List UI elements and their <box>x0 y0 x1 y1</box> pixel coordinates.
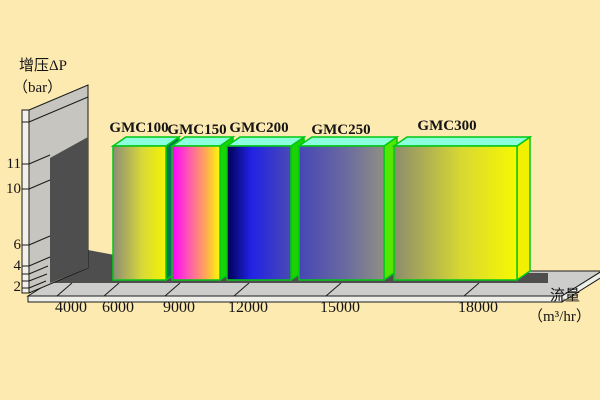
x-tick-9000: 9000 <box>163 299 195 316</box>
x-axis-title-unit: （m³/hr） <box>528 309 591 325</box>
bar-gmc100-front <box>112 145 167 281</box>
bar-gmc150 <box>169 135 236 282</box>
y-tick-11: 11 <box>6 156 21 172</box>
wall-shadow <box>50 137 88 283</box>
y-axis-title-unit: （bar） <box>13 80 63 96</box>
y-tick-2: 2 <box>13 279 22 295</box>
bar-label-gmc300: GMC300 <box>417 118 477 134</box>
bar-gmc150-front <box>171 145 221 281</box>
y-tick-10: 10 <box>6 181 21 197</box>
bar-label-gmc100: GMC100 <box>109 120 169 136</box>
floor-shadow <box>46 137 548 283</box>
y-axis-tick-lines <box>22 96 89 289</box>
y-axis-title: 增压ΔP <box>19 58 67 74</box>
bar-gmc250 <box>296 135 400 282</box>
y-tick-4: 4 <box>13 258 22 274</box>
x-axis-title: 流量 <box>550 288 581 304</box>
bar-gmc200-front <box>226 145 292 281</box>
bar-gmc250-front <box>298 145 385 281</box>
bar-gmc300-front <box>393 145 518 281</box>
bar-gmc300 <box>391 135 533 282</box>
x-tick-6000: 6000 <box>102 299 134 316</box>
bar-label-gmc200: GMC200 <box>229 120 289 136</box>
x-tick-4000: 4000 <box>55 299 87 316</box>
floor-end-face <box>561 271 600 303</box>
bar-gmc300-top <box>391 136 533 147</box>
bar-gmc200 <box>224 135 307 282</box>
y-tick-6: 6 <box>13 237 22 253</box>
bar-label-gmc250: GMC250 <box>311 122 371 138</box>
floor-tick-lines <box>56 282 480 297</box>
x-tick-18000: 18000 <box>458 299 498 316</box>
y-axis-wall <box>21 84 89 294</box>
x-tick-15000: 15000 <box>320 299 360 316</box>
bar-label-gmc150: GMC150 <box>167 122 227 138</box>
y-axis-strip <box>21 109 30 294</box>
x-tick-12000: 12000 <box>228 299 268 316</box>
bar-gmc100 <box>110 135 182 282</box>
bar-gmc300-side <box>516 135 531 282</box>
